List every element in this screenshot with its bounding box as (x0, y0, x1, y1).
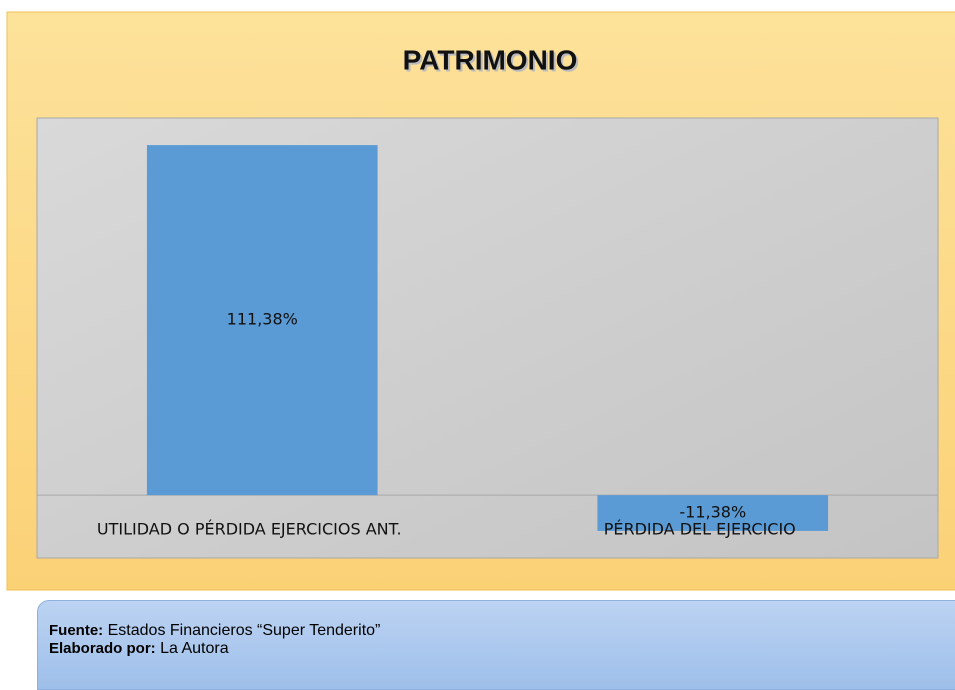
bar (146, 145, 378, 496)
source-line: Fuente: Estados Financieros “Super Tende… (49, 622, 955, 640)
title-shadow: PATRIMONIO (405, 46, 580, 77)
author-label: Elaborado por: (49, 640, 156, 657)
source: Estados Financieros “Super Tenderito” (107, 622, 381, 639)
source-label: Fuente: (49, 622, 104, 639)
chart-title: PATRIMONIO (403, 44, 578, 75)
author: La Autora (160, 640, 229, 657)
footer: Fuente: Estados Financieros “Super Tende… (37, 600, 955, 690)
x-tick-label: UTILIDAD O PÉRDIDA EJERCICIOS ANT. (97, 520, 402, 539)
bar (597, 495, 829, 531)
author-line: Elaborado por: La Autora (49, 640, 955, 658)
data-label: 111,38% (227, 310, 298, 329)
x-tick-label: PÉRDIDA DEL EJERCICIO (604, 520, 796, 539)
page: PATRIMONIO PATRIMONIO UTILIDAD O PÉRDIDA… (6, 11, 955, 690)
chart: PATRIMONIO PATRIMONIO UTILIDAD O PÉRDIDA… (6, 11, 955, 591)
data-label: -11,38% (679, 503, 746, 522)
